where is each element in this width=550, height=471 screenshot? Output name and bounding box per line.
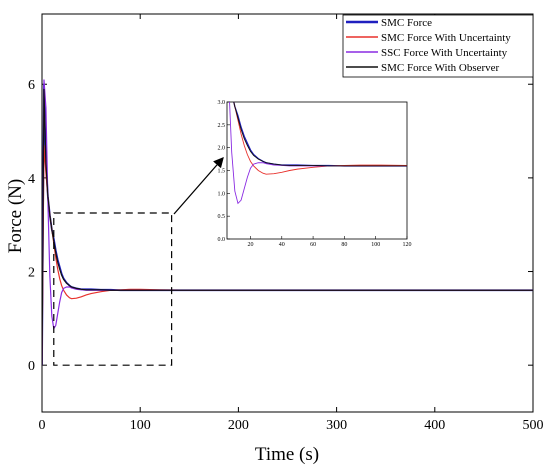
series-line-smc-force-with-observer (42, 88, 533, 366)
x-axis-label: Time (s) (255, 444, 319, 465)
inset-series-line-smc-force-with-observer (233, 102, 407, 167)
inset-series-line-ssc-force-with-uncertainty (229, 102, 407, 205)
x-tick-label: 500 (523, 418, 544, 433)
inset-y-tick-label: 1.0 (218, 191, 226, 197)
inset-frame (226, 101, 408, 240)
legend-label-smc-observer: SMC Force With Observer (381, 62, 500, 74)
inset-y-tick-label: 2.5 (218, 123, 226, 129)
y-tick-label: 0 (28, 359, 35, 374)
inset-y-tick-label: 3.0 (218, 100, 226, 106)
inset-y-tick-label: 1.5 (218, 169, 226, 175)
x-tick-label: 0 (39, 418, 46, 433)
legend-label-smc-force: SMC Force (381, 17, 432, 29)
y-tick-label: 4 (28, 172, 35, 187)
zoom-arrow (173, 157, 224, 215)
inset-y-tick-label: 2.0 (218, 146, 226, 152)
main-series (42, 79, 533, 366)
inset-series (229, 102, 407, 205)
x-tick-label: 100 (130, 418, 151, 433)
legend-label-smc-uncertainty: SMC Force With Uncertainty (381, 32, 511, 44)
inset-ticks: 20 40 60 80 100 120 0.0 0.5 1.0 1.5 2.0 2.5 3.0 (218, 100, 412, 248)
inset-x-tick-label: 80 (341, 242, 347, 248)
legend: SMC Force SMC Force With Uncertainty SSC… (342, 14, 534, 78)
inset-y-tick-label: 0.0 (218, 237, 226, 243)
inset-y-tick-label: 0.5 (218, 214, 226, 220)
y-axis-label: Force (N) (5, 179, 26, 253)
plot-frame (41, 13, 534, 413)
y-tick-label: 6 (28, 78, 35, 93)
inset-x-tick-label: 120 (403, 242, 412, 248)
x-tick-label: 300 (326, 418, 347, 433)
main-ticks: 0 100 200 300 400 500 0 2 4 6 (28, 14, 544, 433)
inset-x-tick-label: 40 (279, 242, 285, 248)
zoom-region-box (53, 212, 173, 366)
y-tick-label: 2 (28, 266, 35, 281)
inset-x-tick-label: 100 (371, 242, 380, 248)
x-tick-label: 400 (424, 418, 445, 433)
legend-label-ssc-uncertainty: SSC Force With Uncertainty (381, 47, 508, 59)
inset-x-tick-label: 20 (247, 242, 253, 248)
inset-chart: 20 40 60 80 100 120 0.0 0.5 1.0 1.5 2.0 2.5 3.0 (218, 100, 412, 248)
x-tick-label: 200 (228, 418, 249, 433)
inset-x-tick-label: 60 (310, 242, 316, 248)
